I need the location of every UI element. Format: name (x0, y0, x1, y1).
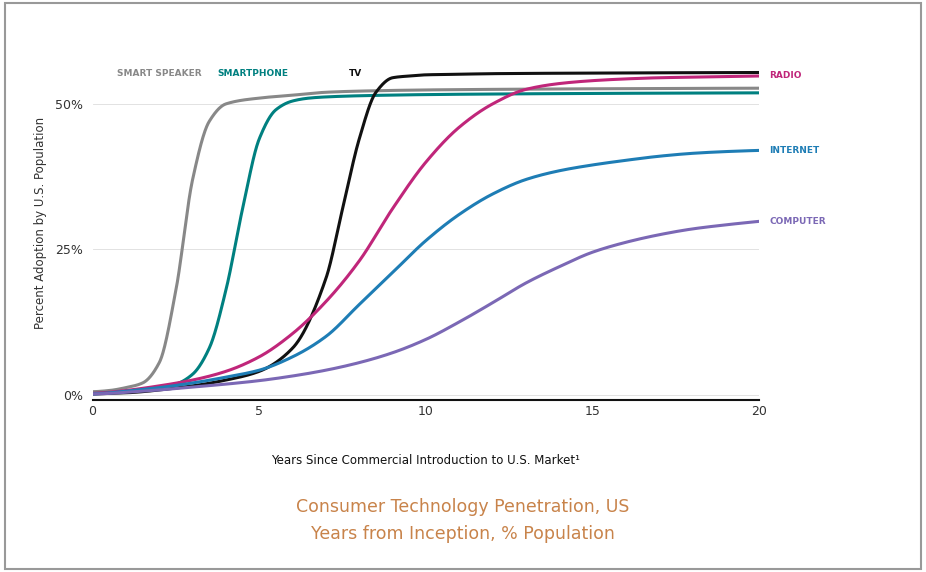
Text: TV: TV (349, 69, 363, 78)
Text: Years Since Commercial Introduction to U.S. Market¹: Years Since Commercial Introduction to U… (271, 454, 581, 467)
Text: SMART SPEAKER: SMART SPEAKER (117, 69, 202, 78)
Text: INTERNET: INTERNET (770, 146, 820, 155)
Text: COMPUTER: COMPUTER (770, 217, 826, 226)
Text: RADIO: RADIO (770, 72, 802, 81)
Text: SMARTPHONE: SMARTPHONE (217, 69, 288, 78)
Text: Consumer Technology Penetration, US
Years from Inception, % Population: Consumer Technology Penetration, US Year… (296, 498, 630, 543)
Y-axis label: Percent Adoption by U.S. Population: Percent Adoption by U.S. Population (33, 117, 46, 329)
